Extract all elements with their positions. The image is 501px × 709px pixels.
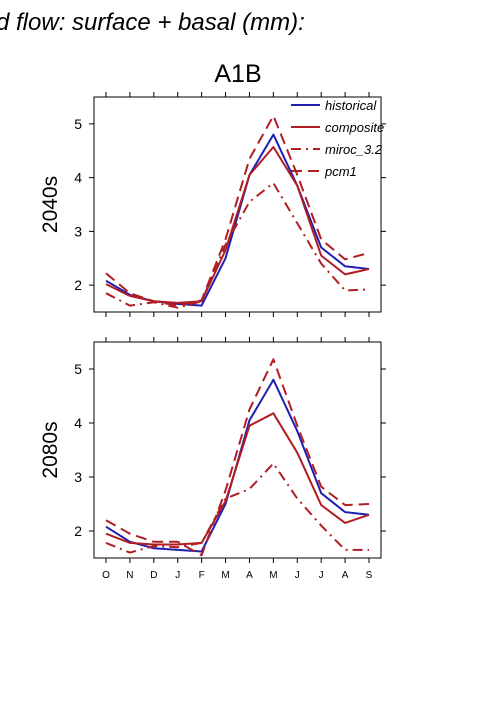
y-tick-label: 5 [74,116,82,132]
x-tick-label: M [269,570,277,581]
y-tick-label: 2 [74,277,82,293]
plot-frame [93,96,382,313]
legend-entry: historical [325,98,377,113]
panel-label: 2080s [39,421,62,478]
x-tick-label: A [246,570,253,581]
y-tick-label: 3 [74,223,82,239]
y-tick-label: 3 [74,469,82,485]
panel-2080s: 2 3 4 5 O N D J F M A M J J A S 2080s [39,337,386,581]
legend: historical composite miroc_3.2 pcm1 [291,98,384,179]
x-tick-label: M [221,570,229,581]
panel-2040s: 2 3 4 5 2040s historical composite miroc_3.2pcm… [39,92,386,317]
x-tick-label: F [199,570,205,581]
series-line-miroc_3.2 [105,182,370,309]
x-tick-label: S [366,570,373,581]
series-line-composite [105,412,370,546]
panel-label: 2040s [39,176,62,233]
x-tick-label: J [295,570,300,581]
series-line-historical [105,133,370,307]
x-tick-label: O [102,570,110,581]
x-tick-label: N [126,570,133,581]
y-tick-label: 4 [74,170,82,186]
series-line-miroc_3.2 [105,462,369,554]
y-tick-label: 2 [74,523,82,539]
legend-entry: composite [325,120,384,135]
x-tick-label: J [319,570,324,581]
y-tick-label: 5 [74,361,82,377]
legend-entry: pcm1 [324,164,357,179]
x-tick-label: D [150,570,157,581]
y-tick-label: 4 [74,415,82,431]
legend-entry: miroc_3.2 [325,142,383,157]
series-line-pcm1 [105,114,370,307]
x-tick-label: J [175,570,180,581]
figure-title: d flow: surface + basal (mm): [0,9,305,36]
series-line-pcm1 [105,358,370,557]
x-tick-label: A [342,570,349,581]
plot-frame [93,341,382,559]
scenario-title: A1B [214,60,261,88]
